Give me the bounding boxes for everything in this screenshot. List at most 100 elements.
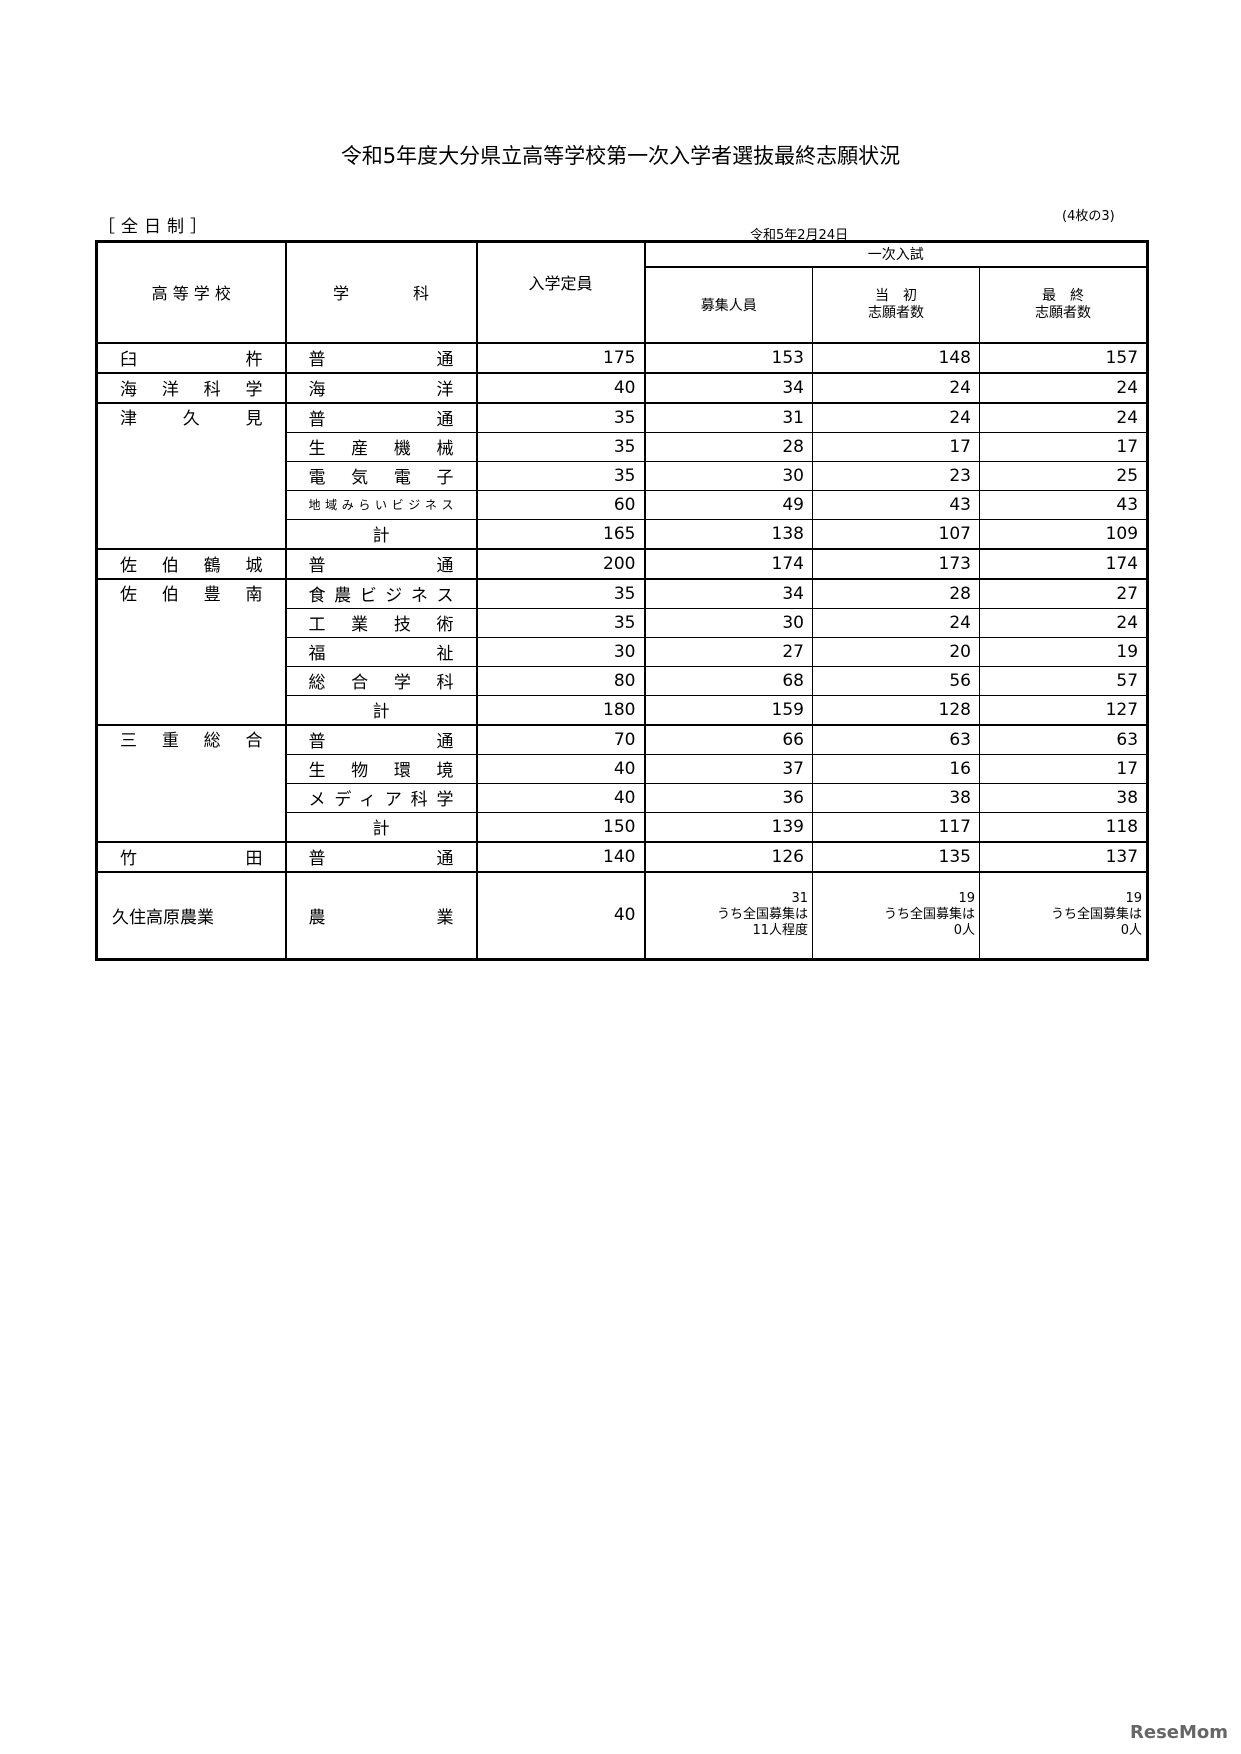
capacity-value: 60 [475, 489, 646, 520]
department-name: 生物環境 [285, 753, 477, 784]
recruit-value: 30 [644, 460, 813, 491]
initial-applicants: 43 [812, 489, 980, 520]
department-name: 普通 [285, 723, 477, 755]
initial-applicants: 56 [812, 665, 980, 696]
initial-applicants: 24 [812, 401, 980, 433]
date-label: 令和5年2月24日 [750, 228, 849, 243]
final-applicants: 157 [978, 341, 1149, 373]
final-applicants: 137 [978, 840, 1149, 872]
final-applicants: 24 [978, 371, 1149, 403]
capacity-value: 80 [475, 665, 646, 696]
department-name: 計 [285, 811, 477, 842]
table-row: 計 150 139 117 118 [97, 811, 1149, 842]
recruit-value: 66 [644, 723, 813, 755]
table-row: 工業技術 35 30 24 24 [97, 607, 1149, 638]
final-applicants: 57 [978, 665, 1149, 696]
page-title: 令和5年度大分県立高等学校第一次入学者選抜最終志願状況 [340, 144, 901, 168]
recruit-value: 159 [644, 694, 813, 725]
recruit-value: 31 [644, 401, 813, 433]
recruit-value: 153 [644, 341, 813, 373]
department-name: 計 [285, 694, 477, 725]
recruit-value: 174 [644, 547, 813, 579]
department-name: 福祉 [285, 636, 477, 667]
capacity-value: 70 [475, 723, 646, 755]
final-applicants: 19 うち全国募集は 0人 [978, 870, 1149, 960]
department-name: 普通 [285, 341, 477, 373]
department-name: 生産機械 [285, 431, 477, 462]
final-applicants: 109 [978, 518, 1149, 549]
final-applicants: 17 [978, 431, 1149, 462]
table-row: 計 165 138 107 109 [97, 518, 1149, 549]
initial-applicants: 16 [812, 753, 980, 784]
initial-applicants: 135 [812, 840, 980, 872]
initial-applicants: 19 うち全国募集は 0人 [812, 870, 980, 960]
capacity-value: 200 [475, 547, 646, 579]
department-name: メディア科学 [285, 782, 477, 813]
initial-applicants: 38 [812, 782, 980, 813]
school-name: 竹田 [95, 840, 287, 872]
final-applicants: 118 [978, 811, 1149, 842]
school-name: 三重総合 [95, 723, 287, 842]
recruit-value: 68 [644, 665, 813, 696]
header-dept: 学 科 [285, 241, 477, 344]
header-initial: 当 初 志願者数 [812, 266, 980, 344]
department-name: 地域みらいビジネス [285, 489, 477, 520]
header-first-exam: 一次入試 [643, 241, 1149, 268]
table-row: 生産機械 35 28 17 17 [97, 431, 1149, 462]
capacity-value: 40 [475, 753, 646, 784]
department-name: 工業技術 [285, 607, 477, 638]
table-row: 佐伯鶴城 普通 200 174 173 174 [95, 547, 1149, 579]
recruit-value: 28 [644, 431, 813, 462]
final-applicants: 127 [978, 694, 1149, 725]
capacity-value: 35 [475, 607, 646, 638]
initial-applicants: 63 [812, 723, 980, 755]
department-name: 普通 [285, 401, 477, 433]
department-name: 普通 [285, 547, 477, 579]
final-applicants: 38 [978, 782, 1149, 813]
final-applicants: 63 [978, 723, 1149, 755]
table-row: 久住高原農業 農業 40 31 うち全国募集は 11人程度 19 うち全国募集は 0人 1… [95, 870, 1149, 960]
initial-applicants: 128 [812, 694, 980, 725]
table-row: 津久見 普通 35 31 24 24 [95, 401, 1149, 549]
final-applicants: 27 [978, 577, 1149, 609]
final-applicants: 24 [978, 607, 1149, 638]
header-school: 高 等 学 校 [95, 241, 287, 344]
initial-applicants: 173 [812, 547, 980, 579]
capacity-value: 35 [475, 401, 646, 433]
department-name: 電気電子 [285, 460, 477, 491]
header-capacity: 入学定員 [475, 241, 646, 344]
initial-applicants: 20 [812, 636, 980, 667]
initial-applicants: 24 [812, 607, 980, 638]
header-final: 最 終 志願者数 [978, 266, 1149, 344]
table-row: 臼杵 普通 175 153 148 157 [95, 341, 1149, 373]
recruit-value: 34 [644, 577, 813, 609]
category-label: ［全日制］ [98, 217, 213, 237]
table-row: 竹田 普通 140 126 135 137 [95, 840, 1149, 872]
final-applicants: 19 [978, 636, 1149, 667]
initial-applicants: 117 [812, 811, 980, 842]
department-name: 海洋 [285, 371, 477, 403]
table-row: 総合学科 80 68 56 57 [97, 665, 1149, 696]
school-name: 海洋科学 [95, 371, 287, 403]
table-row: 三重総合 普通 70 66 63 63 [95, 723, 1149, 842]
page-number: (4枚の3) [1062, 209, 1115, 224]
capacity-value: 40 [475, 782, 646, 813]
final-applicants: 25 [978, 460, 1149, 491]
resemom-logo: ReseMom [1130, 1722, 1229, 1743]
department-name: 普通 [285, 840, 477, 872]
capacity-value: 35 [475, 460, 646, 491]
capacity-value: 40 [475, 371, 646, 403]
capacity-value: 180 [475, 694, 646, 725]
table-row: 福祉 30 27 20 19 [97, 636, 1149, 667]
recruit-value: 138 [644, 518, 813, 549]
final-applicants: 43 [978, 489, 1149, 520]
table-row: 海洋科学 海洋 40 34 24 24 [95, 371, 1149, 403]
recruit-value: 139 [644, 811, 813, 842]
header-recruit: 募集人員 [644, 266, 813, 344]
department-name: 食農ビジネス [285, 577, 477, 609]
school-name: 佐伯鶴城 [95, 547, 287, 579]
initial-applicants: 17 [812, 431, 980, 462]
capacity-value: 35 [475, 431, 646, 462]
initial-applicants: 107 [812, 518, 980, 549]
recruit-value: 37 [644, 753, 813, 784]
